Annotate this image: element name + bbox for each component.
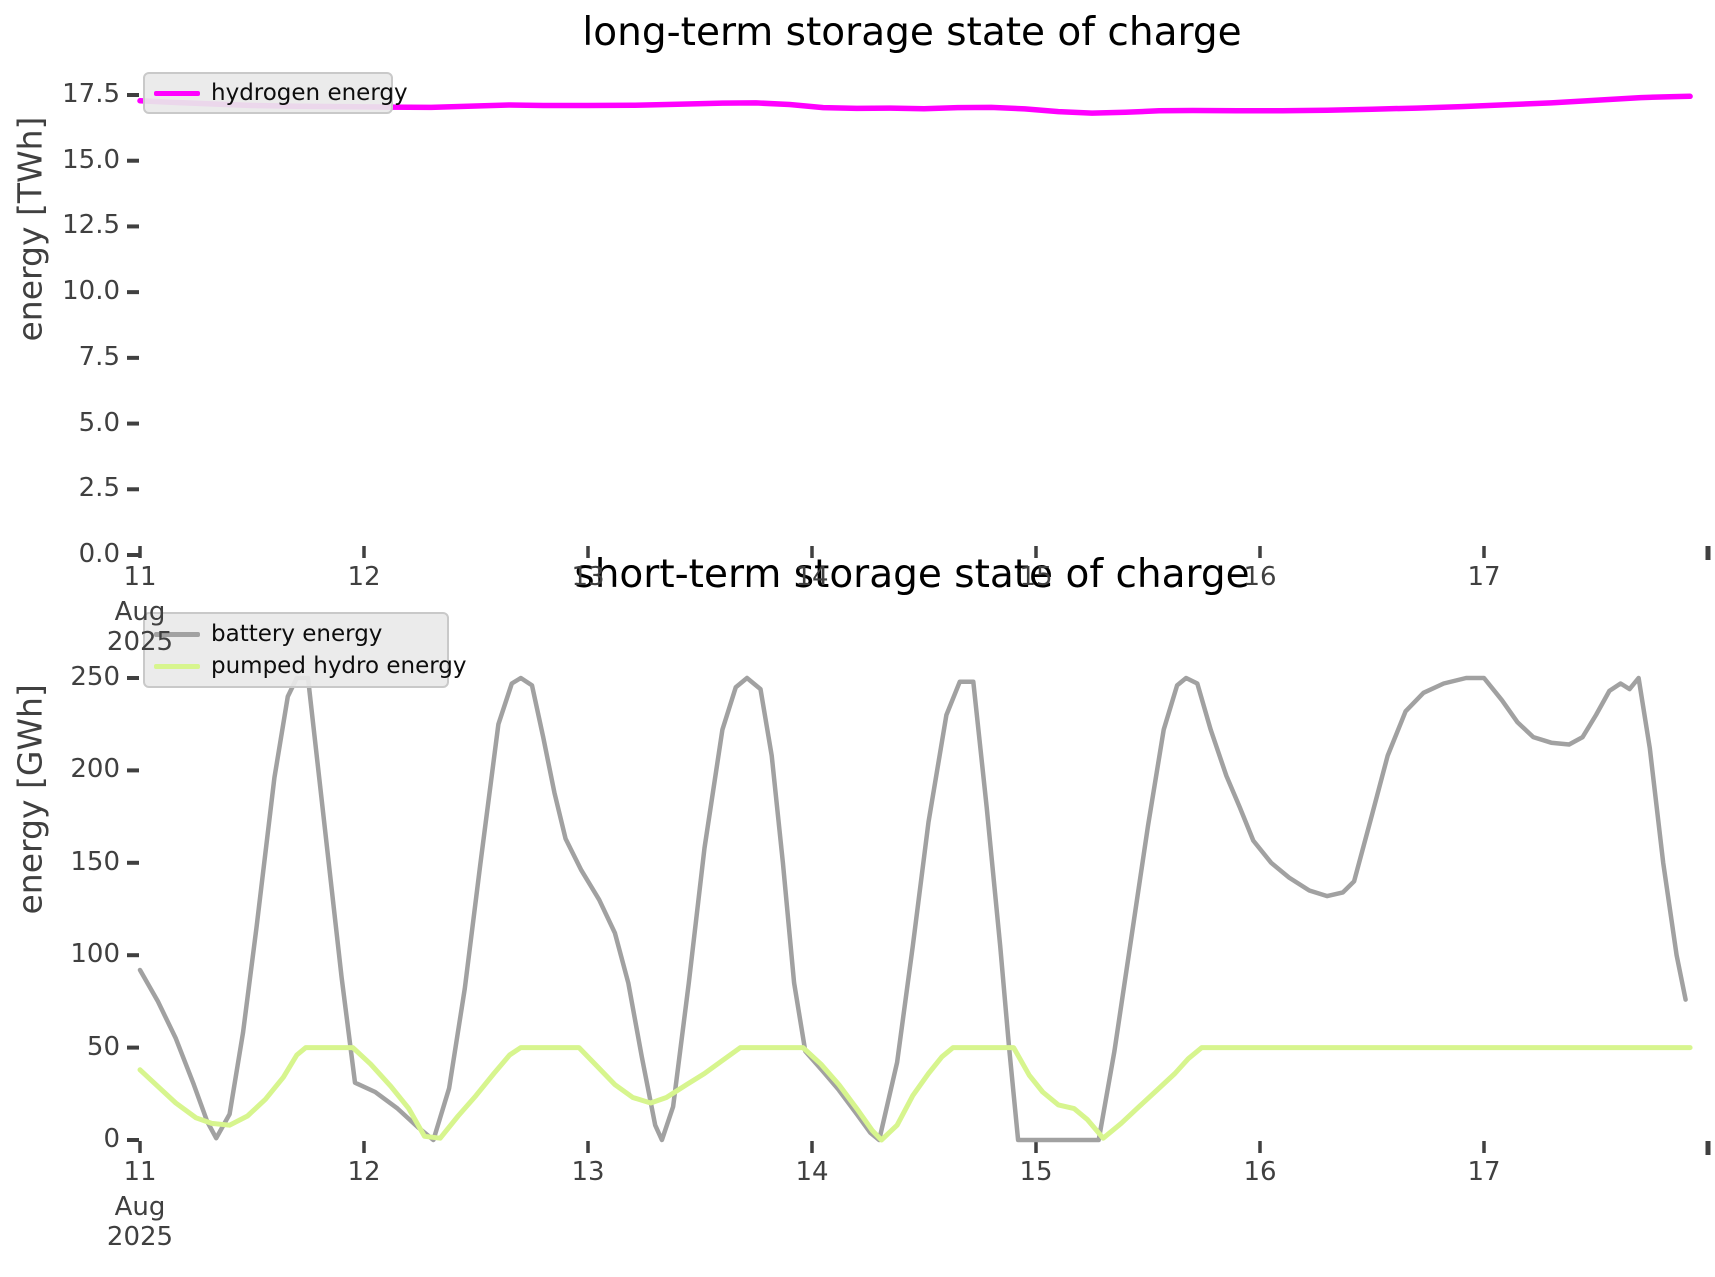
battery-energy-line [137,675,1688,1143]
short-term-y-axis-label: energy [GWh] [10,684,50,915]
x-tick-mark [362,546,366,558]
y-tick-label: 0 [103,1124,120,1154]
x-tick-label: 14 [795,562,829,592]
x-tick-mark [810,546,814,558]
y-tick-label: 10.0 [62,276,120,307]
y-tick-mark [127,290,139,295]
y-tick-label: 5.0 [78,407,120,438]
y-tick-mark [127,93,139,97]
y-tick-mark [127,553,139,557]
y-tick-label: 100 [70,939,120,970]
hydrogen-energy-line [137,93,1693,116]
x-tick-label: 13 [571,562,605,592]
battery-energy-swatch [154,631,200,637]
x-tick-mark [586,546,590,558]
x-tick-label: 15 [1019,562,1053,592]
y-tick-mark [127,676,139,680]
long-term-chart-title: long-term storage state of charge [582,10,1242,55]
y-tick-mark [127,860,139,865]
x-tick-sublabel: Aug [114,1192,166,1222]
battery-energy-legend-label: battery energy [211,621,383,647]
y-tick-label: 2.5 [78,473,120,504]
x-tick-sublabel: 2025 [106,627,174,657]
y-tick-label: 0.0 [78,539,120,569]
y-tick-label: 150 [70,846,120,877]
x-tick-label: 11 [123,1157,157,1187]
x-tick-mark [138,1141,142,1153]
x-tick-label: 12 [347,562,381,592]
x-tick-mark [138,546,142,558]
y-tick-label: 200 [70,754,120,785]
x-tick-mark [1258,546,1262,558]
x-tick-mark [586,1141,590,1153]
x-tick-mark [362,1141,366,1153]
pumped-hydro-energy-line [137,1045,1693,1143]
x-tick-mark [1705,1141,1711,1155]
y-tick-mark [127,768,139,773]
y-tick-label: 17.5 [62,79,120,109]
x-tick-label: 15 [1019,1157,1053,1187]
y-tick-mark [127,224,139,229]
y-tick-label: 7.5 [78,341,120,372]
y-tick-mark [127,487,139,492]
x-tick-mark [1034,546,1038,558]
short-term-legend: battery energy pumped hydro energy [143,612,467,688]
x-tick-label: 17 [1467,562,1501,592]
y-tick-mark [127,1045,139,1050]
x-tick-label: 11 [123,562,157,592]
x-tick-mark [1482,1141,1486,1153]
legend-row-pumped-hydro: pumped hydro energy [154,650,467,682]
hydrogen-energy-swatch [154,90,200,96]
pumped-hydro-energy-legend-label: pumped hydro energy [211,653,467,679]
x-tick-label: 12 [347,1157,381,1187]
legend-row-battery: battery energy [154,618,437,650]
x-tick-label: 16 [1243,1157,1277,1187]
x-tick-mark [1482,546,1486,558]
x-tick-mark [810,1141,814,1153]
y-tick-mark [127,355,139,360]
x-tick-label: 16 [1243,562,1277,592]
y-tick-label: 15.0 [62,144,120,175]
short-term-chart-title: short-term storage state of charge [574,552,1250,597]
y-tick-mark [127,158,139,163]
x-tick-label: 13 [571,1157,605,1187]
x-tick-sublabel: 2025 [106,1222,174,1252]
x-tick-sublabel: Aug [114,597,166,627]
x-tick-mark [1258,1141,1262,1153]
long-term-legend: hydrogen energy [143,72,408,114]
hydrogen-energy-legend-label: hydrogen energy [211,80,408,106]
y-tick-label: 12.5 [62,210,120,241]
x-tick-mark [1034,1141,1038,1153]
y-tick-label: 50 [86,1031,120,1062]
y-tick-label: 250 [70,662,120,692]
y-tick-mark [127,1138,139,1142]
x-tick-label: 17 [1467,1157,1501,1187]
x-tick-label: 14 [795,1157,829,1187]
pumped-hydro-energy-swatch [154,663,200,669]
y-tick-mark [127,953,139,958]
x-tick-mark [1705,546,1711,560]
y-tick-mark [127,421,139,426]
legend-row-hydrogen: hydrogen energy [154,78,408,108]
